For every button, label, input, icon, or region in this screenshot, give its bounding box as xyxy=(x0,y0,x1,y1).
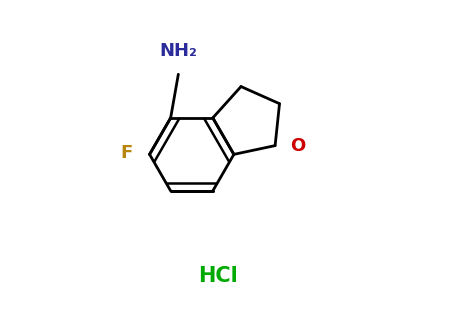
Text: F: F xyxy=(120,144,132,162)
Text: O: O xyxy=(290,137,305,155)
Text: NH₂: NH₂ xyxy=(159,42,197,60)
Text: HCl: HCl xyxy=(199,266,238,286)
